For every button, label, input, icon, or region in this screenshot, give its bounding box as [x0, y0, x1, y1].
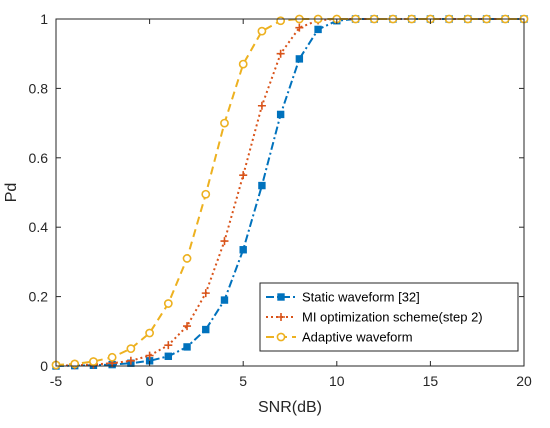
legend-item: Adaptive waveform [266, 330, 413, 345]
x-tick-label: 20 [516, 373, 532, 389]
legend-label: Static waveform [32] [302, 290, 420, 305]
data-point-square [295, 55, 304, 63]
legend-label: Adaptive waveform [302, 330, 413, 345]
data-point-square [183, 343, 191, 351]
data-point-circle [89, 357, 98, 366]
data-point-plus [257, 101, 266, 110]
data-point-circle [220, 118, 229, 128]
x-tick-label: 0 [146, 373, 154, 389]
legend-swatch-marker [277, 293, 285, 301]
legend-label: MI optimization scheme(step 2) [302, 310, 483, 325]
x-tick-label: 10 [329, 373, 345, 389]
data-point-square [164, 352, 173, 360]
x-tick-label: 15 [423, 373, 439, 389]
y-tick-label: 0 [40, 358, 48, 374]
data-point-plus [145, 351, 154, 360]
data-point-plus [220, 237, 229, 246]
data-point-square [202, 325, 210, 334]
x-axis-ticks: -5 0 5 10 15 20 [50, 19, 532, 389]
data-point-plus [295, 23, 304, 32]
data-point-circle [201, 189, 211, 199]
data-point-square [258, 181, 266, 190]
legend-swatch-marker [276, 332, 286, 342]
data-point-circle [238, 59, 248, 69]
data-point-square [220, 296, 229, 304]
legend-swatch-marker [277, 313, 285, 321]
legend: Static waveform [32] MI optimization sche… [259, 282, 519, 352]
legend-box [259, 282, 519, 352]
y-tick-label: 0.6 [29, 150, 49, 166]
y-tick-label: 0.2 [29, 289, 49, 305]
data-point-circle [107, 352, 117, 362]
data-point-circle [145, 328, 154, 338]
data-point-plus [183, 322, 192, 331]
legend-item: MI optimization scheme(step 2) [266, 310, 483, 325]
data-point-plus [239, 171, 248, 180]
x-axis-label: SNR(dB) [258, 399, 322, 416]
data-point-plus [126, 356, 135, 365]
data-point-circle [276, 16, 286, 26]
x-tick-label: 5 [239, 373, 247, 389]
y-tick-label: 1 [40, 11, 48, 27]
y-axis-label: Pd [3, 183, 20, 203]
data-point-plus [201, 289, 210, 298]
data-point-square [239, 246, 247, 254]
data-point-square [276, 110, 285, 119]
x-tick-label: -5 [50, 373, 63, 389]
legend-item: Static waveform [32] [266, 290, 420, 305]
axes-frame [55, 18, 525, 367]
data-point-circle [257, 26, 267, 36]
data-point-square [314, 25, 322, 34]
data-point-circle [182, 254, 192, 263]
y-tick-label: 0.4 [29, 219, 49, 235]
data-point-plus [164, 341, 173, 350]
data-point-plus [276, 49, 285, 58]
y-axis-ticks: 0 0.2 0.4 0.6 0.8 1 [29, 11, 524, 374]
data-point-circle [126, 344, 136, 354]
y-tick-label: 0.8 [29, 80, 49, 96]
data-point-circle [163, 299, 173, 308]
